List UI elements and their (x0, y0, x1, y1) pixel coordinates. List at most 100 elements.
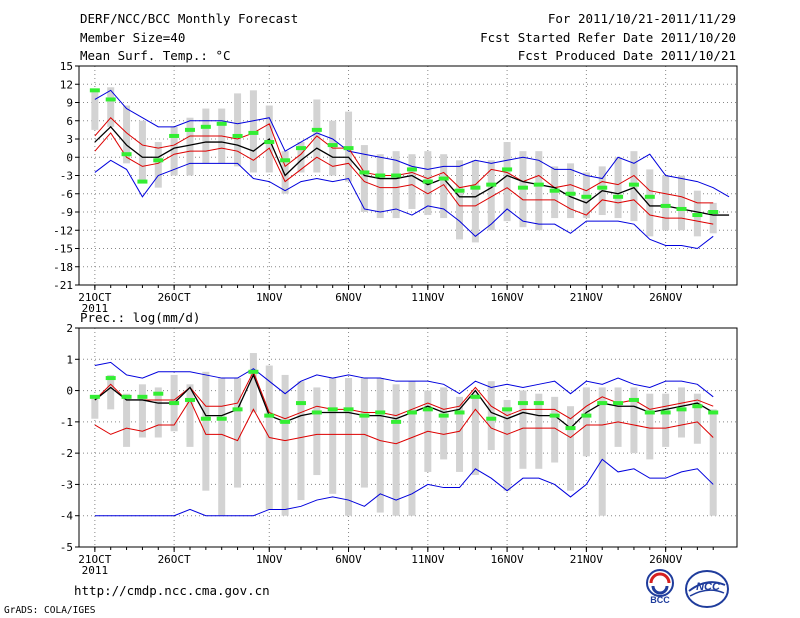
range-bar (186, 384, 194, 447)
website-url[interactable]: http://cmdp.ncc.cma.gov.cn (74, 583, 270, 598)
clim-marker (533, 182, 544, 187)
y-tick-label: 2 (66, 322, 73, 335)
range-bar (582, 387, 590, 457)
range-bar (170, 126, 178, 176)
clim-marker (311, 410, 322, 415)
range-bar (678, 387, 686, 438)
grads-credit: GrADS: COLA/IGES (4, 605, 96, 616)
range-bar (234, 378, 242, 488)
clim-marker (406, 167, 417, 172)
clim-marker (708, 210, 719, 214)
clim-marker (549, 413, 560, 418)
range-bar (614, 387, 622, 447)
x-tick-label: 21NOV (570, 553, 603, 566)
y-tick-label: -15 (53, 243, 73, 256)
range-bar (313, 387, 321, 476)
clim-marker (660, 203, 671, 208)
range-bar (154, 387, 162, 438)
clim-marker (295, 146, 306, 151)
clim-marker (391, 173, 402, 178)
clim-marker (169, 133, 180, 138)
range-bar (440, 154, 448, 219)
range-bar (138, 384, 146, 438)
clim-marker (597, 185, 608, 190)
clim-marker (232, 407, 243, 412)
range-bar (646, 169, 654, 237)
clim-marker (280, 419, 291, 424)
range-bar (138, 120, 146, 182)
range-bar (456, 396, 464, 472)
y-tick-label: 12 (60, 78, 73, 91)
range-bar (392, 384, 400, 516)
range-bar (567, 406, 575, 491)
x-tick-label: 26NOV (649, 291, 682, 304)
range-bar (281, 151, 289, 194)
series-line-ensemble-mean (94, 373, 714, 429)
range-bar (123, 393, 131, 447)
plot-frame (78, 327, 738, 548)
clim-marker (644, 194, 655, 199)
x-tick-label: 21OCT (78, 553, 111, 566)
clim-marker (549, 188, 560, 193)
clim-marker (470, 185, 481, 190)
y-tick-label: -3 (60, 478, 73, 491)
clim-marker (628, 397, 639, 402)
clim-marker (502, 407, 513, 412)
clim-marker (359, 170, 370, 175)
variable-label: Mean Surf. Temp.: °C (80, 48, 231, 63)
range-bar (376, 154, 384, 219)
clim-marker (597, 401, 608, 406)
x-tick-label: 1NOV (256, 553, 283, 566)
range-bar (218, 378, 226, 516)
clim-marker (121, 152, 132, 157)
range-bar (614, 157, 622, 219)
series-line-ensemble-min (94, 458, 714, 517)
clim-marker (406, 410, 417, 415)
range-bar (471, 393, 479, 476)
clim-marker (89, 88, 100, 93)
clim-marker (216, 121, 227, 126)
clim-marker (375, 173, 386, 178)
y-tick-label: -18 (53, 261, 73, 274)
x-year-label: 2011 (82, 302, 109, 315)
clim-marker (137, 179, 148, 184)
clim-marker (264, 413, 275, 418)
clim-marker (676, 407, 687, 412)
clim-marker (200, 124, 211, 129)
chart-title: DERF/NCC/BCC Monthly Forecast (80, 11, 299, 26)
series-line-upper-spread (94, 116, 714, 204)
clim-marker (676, 206, 687, 211)
clim-marker (438, 176, 449, 181)
range-bar (281, 374, 289, 516)
panel-1: 15 12 9 6 3 0 -3 -6 -9 -12 -15 -18 -21 21OCT 26OCT 1NOV… (53, 60, 738, 315)
range-bar (567, 163, 575, 219)
clim-marker (153, 391, 164, 396)
clim-marker (391, 419, 402, 424)
clim-marker (184, 397, 195, 402)
range-bar (360, 378, 368, 488)
clim-marker (200, 416, 211, 421)
forecast-period: For 2011/10/21-2011/11/29 (547, 11, 736, 26)
y-tick-label: -9 (60, 206, 73, 219)
x-tick-label: 11NOV (411, 291, 444, 304)
x-tick-label: 26OCT (158, 291, 191, 304)
range-bar (487, 381, 495, 451)
clim-marker (486, 182, 497, 187)
range-bar (123, 105, 131, 164)
range-bar (551, 396, 559, 463)
y-tick-label: -12 (53, 224, 73, 237)
y-tick-label: -5 (60, 541, 73, 554)
clim-marker (359, 413, 370, 418)
clim-marker (422, 179, 433, 184)
range-bar (662, 175, 670, 231)
range-bar (91, 90, 99, 130)
clim-marker (565, 191, 576, 196)
x-tick-label: 21OCT (78, 291, 111, 304)
clim-marker (486, 416, 497, 421)
y-tick-label: 1 (66, 353, 73, 366)
y-tick-label: 15 (60, 60, 73, 73)
clim-marker (375, 410, 386, 415)
clim-marker (327, 143, 338, 148)
range-bar (202, 371, 210, 491)
clim-marker (295, 401, 306, 406)
